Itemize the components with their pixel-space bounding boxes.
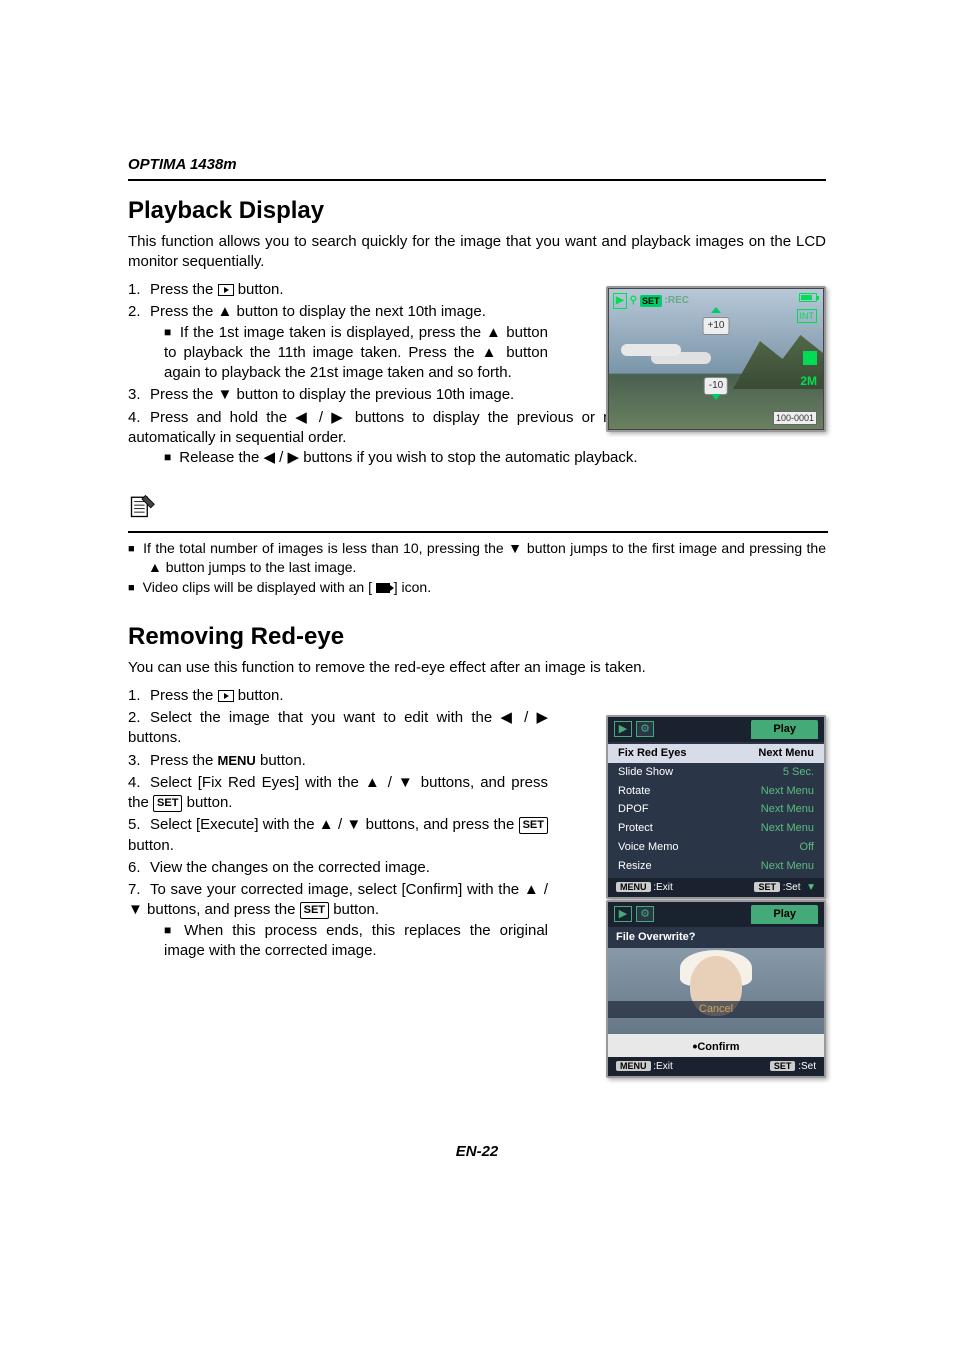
setup-tab-icon: ⚙ [636, 906, 654, 922]
r-step7b: button. [329, 901, 379, 918]
r-step5b: button. [128, 837, 174, 854]
page-number: EN-22 [0, 1142, 954, 1162]
play-tab-icon: ▶ [614, 721, 632, 737]
step3: Press the ▼ button to display the previo… [150, 386, 514, 403]
int-badge: INT [797, 309, 818, 323]
step1b: button. [234, 281, 284, 298]
menu-item: Fix Red Eyes [618, 746, 686, 761]
note-divider [128, 531, 828, 533]
step4-sub: Release the ◀ / ▶ buttons if you wish to… [164, 448, 688, 468]
r-step6: View the changes on the corrected image. [150, 859, 430, 876]
r-step4b: button. [182, 794, 232, 811]
menu-val: Off [800, 840, 814, 855]
confirm-option: Confirm [697, 1041, 739, 1053]
cancel-option: Cancel [608, 1001, 824, 1018]
menu-val: Next Menu [761, 821, 814, 836]
menu-item: Voice Memo [618, 840, 679, 855]
r-step3b: button. [256, 752, 306, 769]
menu-val: Next Menu [758, 746, 814, 761]
set-button-label: SET [754, 882, 780, 892]
play-icon [218, 690, 234, 702]
set-label: :Set [783, 882, 801, 893]
video-icon [376, 583, 390, 593]
set-badge: SET [640, 295, 662, 307]
menu-val: Next Menu [761, 802, 814, 817]
r-step1a: Press the [150, 687, 218, 704]
menu-item: Slide Show [618, 765, 673, 780]
step2-sub: If the 1st image taken is displayed, pre… [164, 323, 548, 384]
menu-val: Next Menu [761, 859, 814, 874]
note-list: If the total number of images is less th… [128, 539, 826, 598]
r-step3a: Press the [150, 752, 218, 769]
menu-tab-label: Play [751, 720, 818, 739]
menu-val: 5 Sec. [783, 765, 814, 780]
redeye-intro: You can use this function to remove the … [128, 658, 826, 678]
menu-button-label: MENU [616, 1061, 651, 1071]
lcd-preview-playback: ▶ ⚲ SET :REC INT +10 -10 2M 100-0001 [606, 286, 826, 432]
setup-tab-icon: ⚙ [636, 721, 654, 737]
set-button-label: SET [770, 1061, 796, 1071]
resolution-badge: 2M [800, 373, 817, 389]
menu-item: Protect [618, 821, 653, 836]
exit-label: :Exit [653, 1061, 672, 1072]
lcd-menu-play: ▶ ⚙ Play Fix Red Eyes Next Menu Slide Sho… [606, 715, 826, 899]
note-icon [128, 492, 156, 520]
step2: Press the ▲ button to display the next 1… [150, 303, 486, 320]
section-title-redeye: Removing Red-eye [128, 621, 826, 653]
r-step1b: button. [234, 687, 284, 704]
minus10-badge: -10 [704, 377, 728, 395]
menu-tab-label: Play [751, 905, 818, 924]
header-divider [128, 179, 826, 181]
set-label: :Set [798, 1061, 816, 1072]
menu-label: MENU [218, 753, 256, 768]
overwrite-prompt: File Overwrite? [608, 927, 824, 948]
menu-item: Rotate [618, 784, 650, 799]
playback-intro: This function allows you to search quick… [128, 232, 826, 273]
play-tab-icon: ▶ [614, 906, 632, 922]
rec-label: :REC [665, 294, 689, 308]
menu-button-label: MENU [616, 882, 651, 892]
menu-item: Resize [618, 859, 652, 874]
note2: Video clips will be displayed with an [ … [128, 578, 826, 597]
exit-label: :Exit [653, 882, 672, 893]
model-header: OPTIMA 1438m [128, 155, 826, 175]
lcd-confirm-overwrite: ▶ ⚙ Play File Overwrite? Cancel •Confirm… [606, 900, 826, 1078]
set-label: SET [153, 795, 182, 812]
file-number: 100-0001 [773, 411, 817, 425]
r-step2: Select the image that you want to edit w… [128, 709, 548, 746]
note1: If the total number of images is less th… [128, 539, 826, 577]
section-title-playback: Playback Display [128, 195, 826, 227]
menu-item: DPOF [618, 802, 649, 817]
menu-rows: Fix Red Eyes Next Menu Slide Show 5 Sec. R… [608, 742, 824, 878]
set-label: SET [300, 902, 329, 919]
r-step7-sub: When this process ends, this replaces th… [164, 921, 548, 962]
r-step5a: Select [Execute] with the ▲ / ▼ buttons,… [150, 816, 519, 833]
plus10-badge: +10 [703, 317, 730, 335]
step4: Press and hold the ◀ / ▶ buttons to disp… [128, 409, 688, 446]
play-icon [218, 284, 234, 296]
step1a: Press the [150, 281, 218, 298]
menu-val: Next Menu [761, 784, 814, 799]
set-label: SET [519, 817, 548, 834]
